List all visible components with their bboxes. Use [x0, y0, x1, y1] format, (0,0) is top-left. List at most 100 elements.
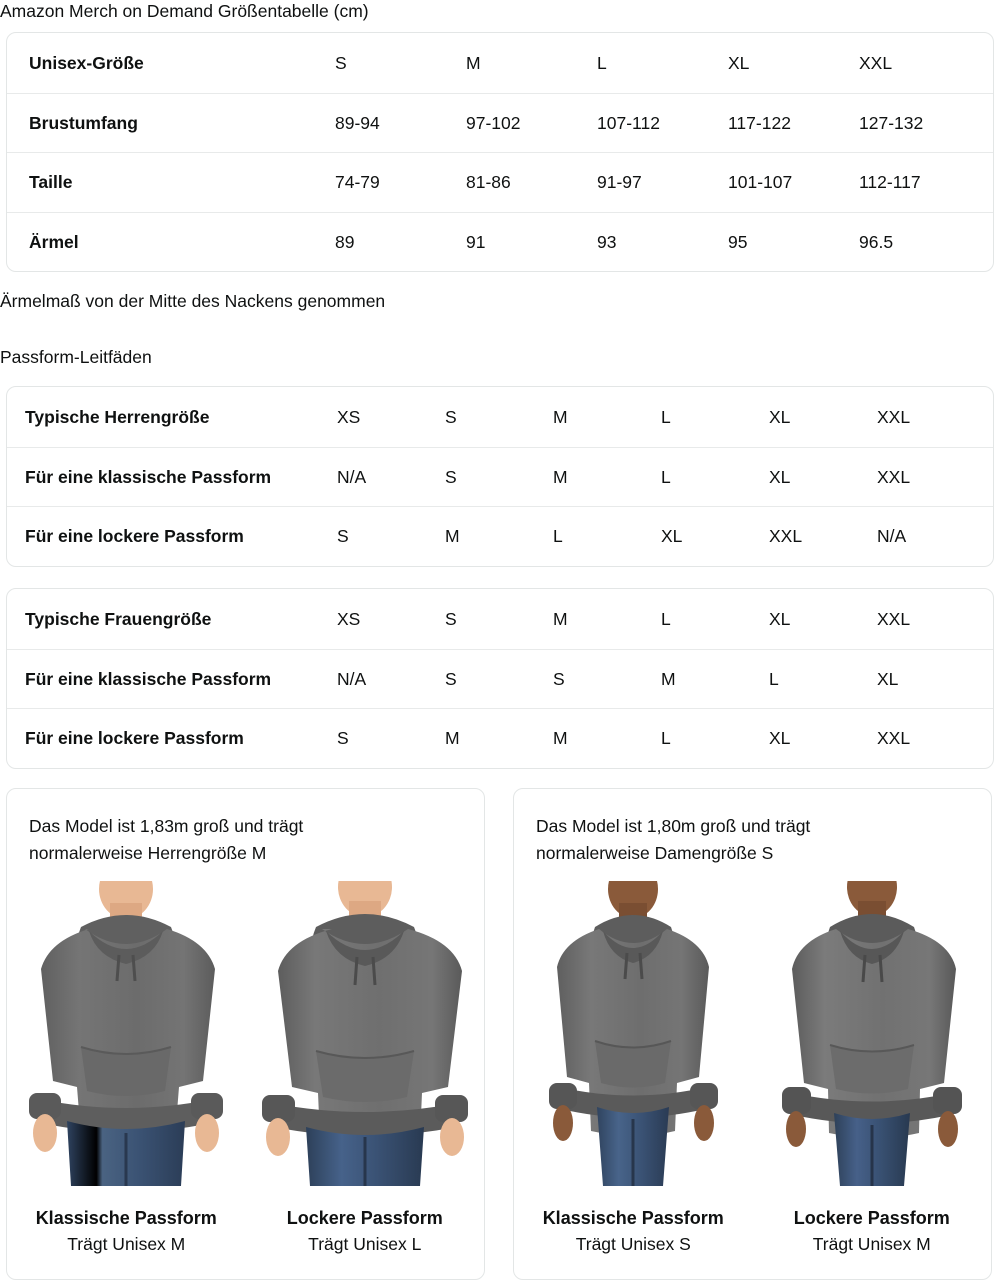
men-col-1: S	[445, 406, 457, 427]
women-model-note: Das Model ist 1,80m groß und trägt norma…	[536, 816, 811, 863]
size-table-col-3: XL	[728, 52, 750, 73]
women-relaxed-fit-title: Lockere Passform	[793, 1208, 950, 1228]
waist-m: 81-86	[466, 172, 511, 193]
women-figure-labels: Klassische Passform Trägt Unisex S Locke…	[514, 1205, 991, 1257]
women-classic-3: M	[661, 668, 676, 689]
row-label-chest: Brustumfang	[29, 112, 138, 133]
chest-xl: 117-122	[728, 112, 791, 133]
women-relaxed-2: M	[553, 728, 568, 749]
men-figure-row	[7, 881, 484, 1186]
women-classic-2: S	[553, 668, 565, 689]
women-relaxed-fit-label: Für eine lockere Passform	[25, 728, 244, 749]
men-classic-fit-sub: Trägt Unisex M	[67, 1234, 186, 1254]
waist-l: 91-97	[597, 172, 642, 193]
women-col-5: XXL	[877, 608, 911, 629]
women-classic-0: N/A	[337, 668, 367, 689]
size-table-col-0: S	[335, 52, 347, 73]
unisex-size-table: Unisex-Größe S M L XL XXL Brustumfang 89…	[6, 32, 994, 272]
women-model-card: Das Model ist 1,80m groß und trägt norma…	[513, 788, 992, 1280]
men-relaxed-0: S	[337, 526, 349, 547]
men-col-0: XS	[337, 406, 361, 427]
waist-xxl: 112-117	[859, 172, 921, 193]
men-model-note: Das Model ist 1,83m groß und trägt norma…	[29, 816, 304, 863]
women-relaxed-3: L	[661, 728, 671, 749]
table-row: Typische Herrengröße XS S M L XL XXL	[7, 387, 993, 447]
men-relaxed-3: XL	[661, 526, 683, 547]
women-classic-fit-sub: Trägt Unisex S	[575, 1234, 691, 1254]
women-classic-5: XL	[877, 668, 899, 689]
male-model-classic-fit-image	[15, 881, 237, 1186]
sleeve-s: 89	[335, 231, 355, 252]
men-col-3: L	[661, 406, 671, 427]
sleeve-xl: 95	[728, 231, 748, 252]
table-row: Für eine lockere Passform S M L XL XXL N…	[7, 506, 993, 566]
table-row: Taille 74-79 81-86 91-97 101-107 112-117	[7, 152, 993, 212]
page-title: Amazon Merch on Demand Größentabelle (cm…	[0, 1, 369, 21]
men-col-4: XL	[769, 406, 791, 427]
men-classic-fit-title: Klassische Passform	[35, 1208, 217, 1228]
men-col-2: M	[553, 406, 568, 427]
men-relaxed-1: M	[445, 526, 460, 547]
fit-guides-heading: Passform-Leitfäden	[0, 347, 152, 367]
table-row: Für eine klassische Passform N/A S S M L…	[7, 648, 993, 709]
waist-s: 74-79	[335, 172, 380, 193]
women-col-4: XL	[769, 608, 791, 629]
women-col-3: L	[661, 608, 671, 629]
chest-m: 97-102	[466, 112, 521, 133]
men-relaxed-fit-title: Lockere Passform	[286, 1208, 443, 1228]
women-col-0: XS	[337, 608, 361, 629]
women-figure-row	[514, 881, 991, 1186]
waist-xl: 101-107	[728, 172, 793, 193]
size-table-header-label: Unisex-Größe	[29, 52, 144, 73]
men-fit-guide-table: Typische Herrengröße XS S M L XL XXL Für…	[6, 386, 994, 567]
men-model-card: Das Model ist 1,83m groß und trägt norma…	[6, 788, 485, 1280]
men-relaxed-fit-sub: Trägt Unisex L	[308, 1234, 422, 1254]
women-relaxed-4: XL	[769, 728, 791, 749]
size-table-col-1: M	[466, 52, 481, 73]
men-classic-2: M	[553, 466, 568, 487]
women-classic-fit-label: Für eine klassische Passform	[25, 668, 272, 689]
male-model-relaxed-fit-image	[254, 881, 476, 1186]
men-classic-fit-caption: Klassische Passform Trägt Unisex M	[11, 1205, 241, 1257]
sleeve-measure-note: Ärmelmaß von der Mitte des Nackens genom…	[0, 291, 386, 311]
women-classic-fit-caption: Klassische Passform Trägt Unisex S	[518, 1205, 748, 1257]
men-relaxed-5: N/A	[877, 526, 907, 547]
table-row: Typische Frauengröße XS S M L XL XXL	[7, 589, 993, 649]
women-col-1: S	[445, 608, 457, 629]
women-classic-fit-title: Klassische Passform	[542, 1208, 724, 1228]
table-row: Brustumfang 89-94 97-102 107-112 117-122…	[7, 92, 993, 153]
sleeve-l: 93	[597, 231, 617, 252]
female-model-relaxed-fit-image	[772, 881, 972, 1186]
women-relaxed-1: M	[445, 728, 460, 749]
table-row: Für eine lockere Passform S M M L XL XXL	[7, 708, 993, 768]
men-classic-fit-label: Für eine klassische Passform	[25, 466, 272, 487]
women-relaxed-0: S	[337, 728, 349, 749]
sleeve-xxl: 96.5	[859, 231, 894, 252]
table-row: Für eine klassische Passform N/A S M L X…	[7, 446, 993, 507]
women-fit-header-label: Typische Frauengröße	[25, 608, 212, 629]
women-col-2: M	[553, 608, 568, 629]
men-fit-header-label: Typische Herrengröße	[25, 406, 210, 427]
women-relaxed-fit-sub: Trägt Unisex M	[812, 1234, 931, 1254]
chest-s: 89-94	[335, 112, 380, 133]
sleeve-m: 91	[466, 231, 486, 252]
table-row: Ärmel 89 91 93 95 96.5	[7, 211, 993, 272]
men-classic-1: S	[445, 466, 457, 487]
row-label-sleeve: Ärmel	[29, 231, 79, 252]
women-relaxed-fit-caption: Lockere Passform Trägt Unisex M	[757, 1205, 987, 1257]
female-model-classic-fit-image	[533, 881, 733, 1186]
chest-xxl: 127-132	[859, 112, 924, 133]
men-relaxed-4: XXL	[769, 526, 803, 547]
men-figure-labels: Klassische Passform Trägt Unisex M Locke…	[7, 1205, 484, 1257]
men-classic-4: XL	[769, 466, 791, 487]
men-relaxed-fit-label: Für eine lockere Passform	[25, 526, 244, 547]
men-relaxed-fit-caption: Lockere Passform Trägt Unisex L	[250, 1205, 480, 1257]
women-classic-1: S	[445, 668, 457, 689]
men-classic-3: L	[661, 466, 671, 487]
size-table-col-4: XXL	[859, 52, 893, 73]
men-col-5: XXL	[877, 406, 911, 427]
men-classic-0: N/A	[337, 466, 367, 487]
chest-l: 107-112	[597, 112, 660, 133]
men-relaxed-2: L	[553, 526, 563, 547]
